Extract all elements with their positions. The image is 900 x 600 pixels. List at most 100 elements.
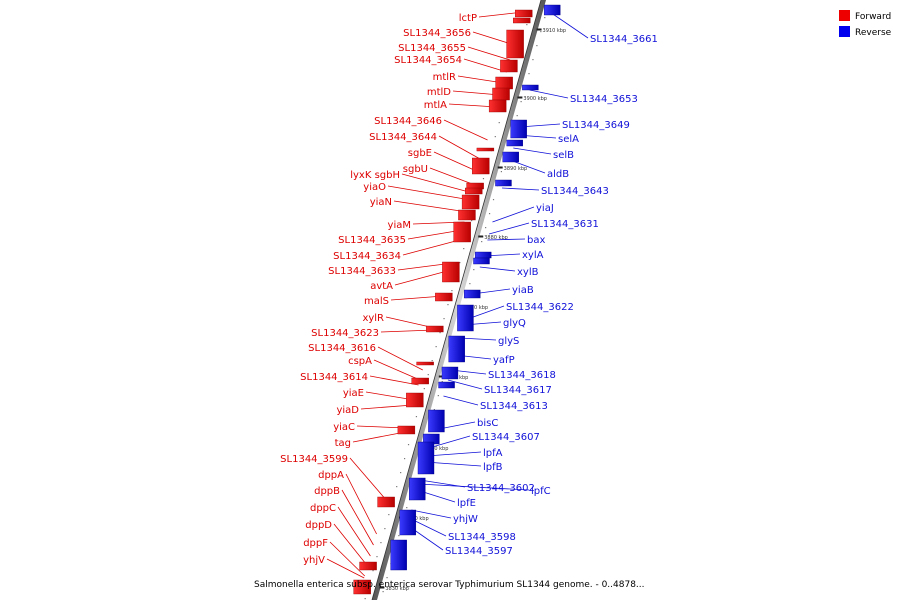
forward-gene-feature[interactable] xyxy=(488,99,507,113)
forward-gene-label[interactable]: dppB xyxy=(314,486,340,497)
reverse-gene-feature[interactable] xyxy=(543,4,561,16)
reverse-gene-feature[interactable] xyxy=(441,366,459,380)
reverse-gene-label[interactable]: yiaB xyxy=(512,285,534,296)
forward-gene-feature[interactable] xyxy=(461,194,480,210)
forward-gene-feature[interactable] xyxy=(513,17,531,24)
forward-gene-feature[interactable] xyxy=(406,392,424,408)
reverse-gene-label[interactable]: aldB xyxy=(547,169,569,180)
forward-gene-label[interactable]: SL1344_3633 xyxy=(328,266,396,277)
forward-gene-label[interactable]: yhjV xyxy=(303,555,325,566)
forward-gene-label[interactable]: SL1344_3656 xyxy=(403,28,471,39)
forward-gene-label[interactable]: mtlD xyxy=(427,87,451,98)
reverse-gene-label[interactable]: SL1344_3631 xyxy=(531,219,599,230)
forward-gene-label[interactable]: avtA xyxy=(370,281,393,292)
reverse-gene-label[interactable]: SL1344_3643 xyxy=(541,186,609,197)
reverse-gene-feature[interactable] xyxy=(506,139,523,147)
forward-gene-label[interactable]: SL1344_3646 xyxy=(374,116,442,127)
reverse-gene-label[interactable]: SL1344_3653 xyxy=(570,94,638,105)
forward-gene-label[interactable]: malS xyxy=(364,296,389,307)
reverse-gene-label[interactable]: lpfC xyxy=(531,486,551,497)
forward-gene-feature[interactable] xyxy=(514,9,533,18)
reverse-gene-label[interactable]: SL1344_3613 xyxy=(480,401,548,412)
forward-gene-feature[interactable] xyxy=(416,361,434,366)
forward-gene-label[interactable]: dppC xyxy=(310,503,336,514)
reverse-gene-label[interactable]: yiaJ xyxy=(536,203,554,214)
forward-gene-label[interactable]: yiaM xyxy=(388,220,411,231)
forward-gene-label[interactable]: SL1344_3599 xyxy=(280,454,348,465)
reverse-gene-feature[interactable] xyxy=(495,179,512,187)
forward-gene-label[interactable]: tag xyxy=(335,438,351,449)
forward-gene-label[interactable]: SL1344_3655 xyxy=(398,43,466,54)
forward-gene-label[interactable]: SL1344_3623 xyxy=(311,328,379,339)
forward-gene-label[interactable]: SL1344_3616 xyxy=(308,343,376,354)
reverse-gene-label[interactable]: selA xyxy=(558,134,579,145)
forward-gene-label[interactable]: sgbU xyxy=(403,164,428,175)
forward-gene-label[interactable]: lctP xyxy=(459,13,477,24)
forward-gene-feature[interactable] xyxy=(453,221,471,243)
forward-gene-feature[interactable] xyxy=(506,29,524,59)
reverse-gene-label[interactable]: SL1344_3598 xyxy=(448,532,516,543)
reverse-gene-feature[interactable] xyxy=(428,409,445,433)
forward-gene-feature[interactable] xyxy=(476,147,495,152)
forward-gene-label[interactable]: yiaO xyxy=(363,182,386,193)
forward-gene-label[interactable]: SL1344_3614 xyxy=(300,372,368,383)
forward-gene-label[interactable]: SL1344_3654 xyxy=(394,55,462,66)
forward-gene-feature[interactable] xyxy=(492,87,510,101)
forward-gene-label[interactable]: mtlR xyxy=(433,72,456,83)
forward-gene-label[interactable]: xylR xyxy=(362,313,384,324)
forward-gene-label[interactable]: cspA xyxy=(348,356,372,367)
forward-gene-feature[interactable] xyxy=(397,425,416,435)
forward-gene-feature[interactable] xyxy=(500,59,518,73)
reverse-gene-feature[interactable] xyxy=(399,509,417,536)
reverse-gene-label[interactable]: lpfB xyxy=(483,462,503,473)
forward-gene-label[interactable]: lyxK sgbH xyxy=(350,170,400,181)
forward-gene-label[interactable]: yiaC xyxy=(333,422,355,433)
forward-gene-feature[interactable] xyxy=(359,561,377,571)
forward-gene-label[interactable]: SL1344_3634 xyxy=(333,251,401,262)
reverse-gene-label[interactable]: SL1344_3618 xyxy=(488,370,556,381)
reverse-gene-label[interactable]: SL1344_3661 xyxy=(590,34,658,45)
reverse-gene-label[interactable]: SL1344_3617 xyxy=(484,385,552,396)
reverse-gene-feature[interactable] xyxy=(448,335,465,363)
forward-gene-feature[interactable] xyxy=(472,157,490,175)
forward-gene-feature[interactable] xyxy=(426,325,444,333)
reverse-gene-feature[interactable] xyxy=(474,251,492,259)
forward-gene-label[interactable]: SL1344_3635 xyxy=(338,235,406,246)
reverse-gene-feature[interactable] xyxy=(502,151,519,163)
forward-gene-label[interactable]: SL1344_3644 xyxy=(369,132,437,143)
reverse-gene-label[interactable]: SL1344_3602 xyxy=(467,483,535,494)
forward-gene-feature[interactable] xyxy=(442,261,460,283)
forward-gene-feature[interactable] xyxy=(377,496,395,508)
reverse-gene-label[interactable]: SL1344_3622 xyxy=(506,302,574,313)
forward-gene-feature[interactable] xyxy=(353,579,371,595)
reverse-gene-label[interactable]: bisC xyxy=(477,418,498,429)
reverse-gene-feature[interactable] xyxy=(438,381,455,389)
reverse-gene-feature[interactable] xyxy=(417,441,435,475)
reverse-gene-feature[interactable] xyxy=(510,119,527,139)
reverse-gene-label[interactable]: xylB xyxy=(517,267,539,278)
reverse-gene-label[interactable]: yhjW xyxy=(453,514,478,525)
reverse-gene-feature[interactable] xyxy=(463,289,481,299)
reverse-gene-label[interactable]: SL1344_3607 xyxy=(472,432,540,443)
forward-gene-label[interactable]: dppF xyxy=(303,538,328,549)
reverse-gene-label[interactable]: glyS xyxy=(498,336,519,347)
forward-gene-label[interactable]: yiaN xyxy=(370,197,392,208)
forward-gene-label[interactable]: dppA xyxy=(318,470,344,481)
forward-gene-label[interactable]: yiaD xyxy=(336,405,359,416)
reverse-gene-label[interactable]: lpfE xyxy=(457,498,476,509)
forward-gene-feature[interactable] xyxy=(435,292,453,302)
reverse-gene-label[interactable]: glyQ xyxy=(503,318,526,329)
reverse-gene-feature[interactable] xyxy=(522,84,539,91)
reverse-gene-feature[interactable] xyxy=(409,477,426,501)
forward-gene-label[interactable]: mtlA xyxy=(424,100,447,111)
forward-gene-feature[interactable] xyxy=(458,209,476,221)
forward-gene-label[interactable]: sgbE xyxy=(408,148,432,159)
reverse-gene-label[interactable]: yafP xyxy=(493,355,515,366)
forward-gene-feature[interactable] xyxy=(495,76,513,90)
reverse-gene-label[interactable]: SL1344_3597 xyxy=(445,546,513,557)
forward-gene-label[interactable]: yiaE xyxy=(343,388,364,399)
reverse-gene-label[interactable]: xylA xyxy=(522,250,544,261)
forward-gene-feature[interactable] xyxy=(465,187,483,195)
forward-gene-feature[interactable] xyxy=(411,377,429,385)
reverse-gene-feature[interactable] xyxy=(473,257,490,265)
